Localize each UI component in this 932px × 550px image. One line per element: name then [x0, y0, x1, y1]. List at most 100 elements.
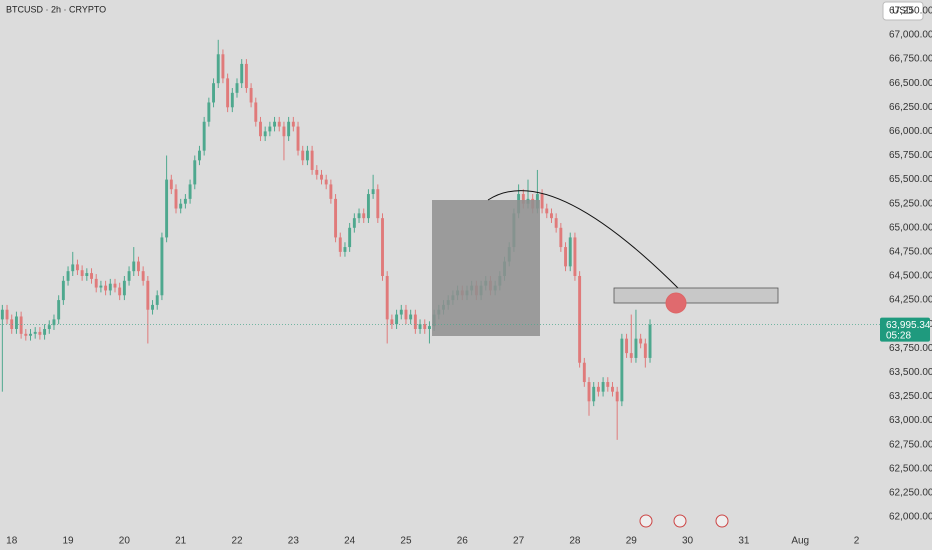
y-tick-label: 65,000.00: [889, 222, 932, 233]
candle-body: [305, 150, 309, 161]
candle-body: [540, 194, 544, 209]
candle-body: [371, 189, 375, 195]
candle-body: [202, 121, 206, 151]
x-tick-label: 19: [62, 536, 74, 547]
candle-body: [301, 150, 305, 161]
candle-body: [296, 126, 300, 151]
x-tick-label: 29: [626, 536, 638, 547]
candle-body: [268, 126, 272, 132]
candle-body: [57, 300, 61, 320]
candle-body: [71, 264, 75, 272]
x-tick-label: 26: [457, 536, 469, 547]
event-icon[interactable]: [673, 514, 687, 528]
candle-body: [61, 280, 65, 301]
candle-body: [385, 275, 389, 320]
candle-body: [427, 326, 431, 330]
candle-body: [352, 218, 356, 228]
candle-body: [315, 169, 319, 175]
y-tick-label: 63,750.00: [889, 343, 932, 354]
candle-body: [0, 309, 4, 320]
candle-body: [550, 213, 553, 219]
x-tick-label: 23: [288, 536, 300, 547]
candle-body: [334, 198, 338, 238]
candle-body: [409, 314, 413, 320]
candle-body: [24, 333, 28, 336]
candle-body: [287, 121, 291, 137]
candle-body: [634, 338, 638, 358]
candle-body: [395, 314, 399, 325]
candle-body: [151, 304, 154, 310]
candle-body: [165, 179, 169, 238]
currency-button[interactable]: [882, 1, 924, 21]
candle-body: [141, 271, 145, 281]
candle-body: [282, 126, 286, 137]
candle-body: [14, 316, 18, 330]
event-icon[interactable]: [639, 514, 653, 528]
candle-body: [329, 184, 333, 199]
candle-body: [90, 273, 93, 279]
candle-body: [118, 287, 122, 296]
candle-body: [418, 324, 422, 330]
candle-body: [127, 271, 131, 281]
x-tick-label: 20: [119, 536, 131, 547]
candle-body: [19, 316, 23, 334]
candle-body: [587, 382, 591, 402]
x-tick-label: 27: [513, 536, 525, 547]
candle-body: [5, 309, 9, 320]
candle-body: [85, 273, 89, 276]
candle-body: [413, 314, 417, 330]
candle-body: [601, 382, 605, 392]
candle-body: [155, 295, 159, 305]
event-icon[interactable]: [715, 514, 729, 528]
x-tick-label: 22: [231, 536, 243, 547]
candle-body: [521, 194, 525, 204]
candle-body: [545, 208, 549, 214]
candle-body: [277, 121, 281, 127]
candle-body: [80, 270, 84, 276]
candle-body: [249, 88, 253, 103]
candle-body: [198, 150, 201, 161]
last-price-label: 63,995.34: [886, 320, 931, 331]
x-tick-label: Aug: [791, 536, 809, 547]
event-icons: [639, 514, 729, 528]
candle-body: [320, 174, 323, 180]
x-tick-label: 18: [6, 536, 18, 547]
candle-body: [212, 83, 216, 103]
target-zone: [613, 287, 779, 304]
candle-body: [399, 309, 403, 315]
candle-body: [615, 391, 619, 402]
candle-body: [559, 227, 563, 248]
candle-body: [376, 189, 380, 219]
candle-body: [29, 333, 32, 336]
x-tick-label: 2: [854, 536, 860, 547]
candle-body: [174, 189, 178, 209]
candle-body: [273, 121, 277, 127]
candle-body: [648, 324, 652, 358]
candle-body: [113, 283, 117, 288]
candle-body: [132, 261, 136, 272]
candle-body: [240, 63, 244, 84]
last-price-box: [880, 317, 930, 342]
candle-body: [357, 213, 361, 219]
y-tick-label: 62,250.00: [889, 488, 932, 499]
x-tick-label: 30: [682, 536, 694, 547]
candle-body: [606, 382, 610, 387]
candle-body: [244, 63, 248, 89]
candle-body: [146, 280, 150, 310]
candle-body: [564, 247, 568, 267]
y-tick-label: 67,000.00: [889, 30, 932, 41]
candle-body: [343, 247, 347, 252]
candle-body: [188, 184, 192, 199]
candle-body: [99, 285, 103, 288]
candle-body: [625, 338, 629, 354]
candle-body: [573, 237, 577, 276]
candle-body: [611, 386, 614, 392]
x-tick-label: 25: [400, 536, 412, 547]
y-tick-label: 64,250.00: [889, 295, 932, 306]
countdown-label: 05:28: [886, 330, 911, 341]
candle-body: [263, 131, 267, 137]
candle-body: [629, 353, 633, 358]
candle-body: [226, 78, 230, 108]
candle-body: [362, 213, 366, 219]
candle-body: [568, 237, 572, 267]
